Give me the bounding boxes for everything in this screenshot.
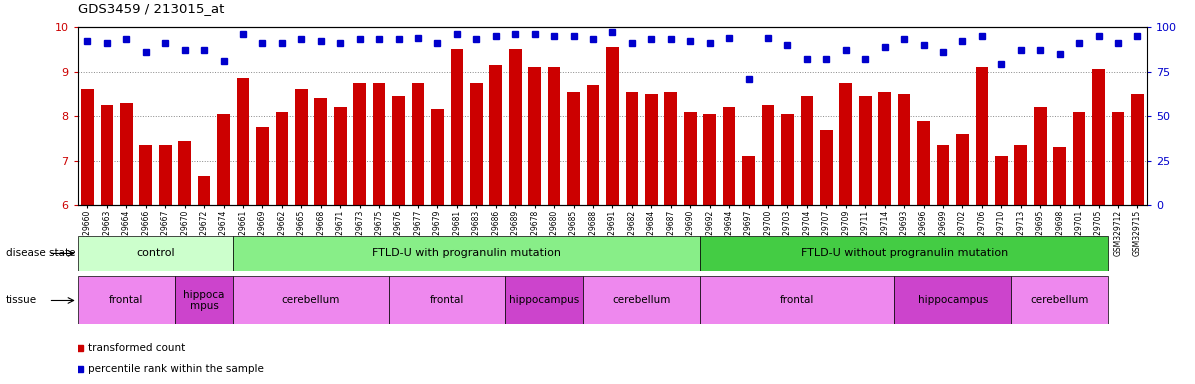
Bar bbox=[894, 276, 1011, 324]
Bar bbox=[392, 96, 405, 205]
Bar bbox=[237, 78, 250, 205]
Text: GDS3459 / 213015_at: GDS3459 / 213015_at bbox=[78, 2, 223, 15]
Bar bbox=[1034, 107, 1047, 205]
Bar bbox=[547, 67, 560, 205]
Bar bbox=[217, 114, 229, 205]
Bar bbox=[81, 89, 93, 205]
Bar bbox=[975, 67, 988, 205]
Bar bbox=[839, 83, 852, 205]
Bar bbox=[233, 276, 388, 324]
Bar bbox=[470, 83, 483, 205]
Bar bbox=[1111, 112, 1124, 205]
Bar bbox=[140, 145, 152, 205]
Bar bbox=[645, 94, 657, 205]
Bar bbox=[451, 49, 464, 205]
Text: frontal: frontal bbox=[430, 295, 465, 306]
Bar bbox=[78, 276, 174, 324]
Text: percentile rank within the sample: percentile rank within the sample bbox=[88, 364, 264, 374]
Bar bbox=[664, 92, 678, 205]
Bar bbox=[782, 114, 793, 205]
Bar bbox=[859, 96, 871, 205]
Bar bbox=[801, 96, 814, 205]
Bar bbox=[1011, 276, 1108, 324]
Bar bbox=[528, 67, 541, 205]
Text: hippoca
mpus: hippoca mpus bbox=[183, 290, 225, 311]
Bar bbox=[897, 94, 911, 205]
Text: cerebellum: cerebellum bbox=[612, 295, 670, 306]
Bar bbox=[1053, 147, 1066, 205]
Bar bbox=[761, 105, 774, 205]
Text: cerebellum: cerebellum bbox=[282, 295, 341, 306]
Bar bbox=[388, 276, 505, 324]
Text: hippocampus: hippocampus bbox=[509, 295, 580, 306]
Text: frontal: frontal bbox=[109, 295, 143, 306]
Bar bbox=[276, 112, 288, 205]
Bar bbox=[373, 83, 386, 205]
Bar bbox=[606, 47, 619, 205]
Bar bbox=[742, 156, 755, 205]
Text: tissue: tissue bbox=[6, 295, 37, 306]
Bar bbox=[509, 49, 521, 205]
Bar bbox=[700, 236, 1108, 271]
Bar bbox=[120, 103, 133, 205]
Text: cerebellum: cerebellum bbox=[1030, 295, 1089, 306]
Text: hippocampus: hippocampus bbox=[918, 295, 988, 306]
Bar bbox=[684, 112, 697, 205]
Text: disease state: disease state bbox=[6, 248, 75, 258]
Bar bbox=[820, 129, 833, 205]
Bar bbox=[918, 121, 930, 205]
Bar bbox=[78, 236, 233, 271]
Bar bbox=[1132, 94, 1144, 205]
Bar bbox=[587, 85, 600, 205]
Bar bbox=[704, 114, 716, 205]
Bar bbox=[1073, 112, 1085, 205]
Bar bbox=[178, 141, 191, 205]
Bar bbox=[700, 276, 894, 324]
Bar bbox=[956, 134, 969, 205]
Bar bbox=[314, 98, 327, 205]
Bar bbox=[625, 92, 638, 205]
Text: FTLD-U with progranulin mutation: FTLD-U with progranulin mutation bbox=[372, 248, 562, 258]
Text: FTLD-U without progranulin mutation: FTLD-U without progranulin mutation bbox=[801, 248, 1007, 258]
Bar bbox=[333, 107, 347, 205]
Bar bbox=[490, 65, 502, 205]
Bar bbox=[256, 127, 269, 205]
Bar bbox=[568, 92, 580, 205]
Bar bbox=[159, 145, 172, 205]
Bar bbox=[100, 105, 114, 205]
Text: transformed count: transformed count bbox=[88, 343, 185, 353]
Bar bbox=[233, 236, 700, 271]
Bar bbox=[431, 109, 443, 205]
Text: frontal: frontal bbox=[780, 295, 814, 306]
Text: control: control bbox=[136, 248, 174, 258]
Bar bbox=[583, 276, 700, 324]
Bar bbox=[505, 276, 583, 324]
Bar bbox=[174, 276, 233, 324]
Bar bbox=[995, 156, 1007, 205]
Bar bbox=[723, 107, 735, 205]
Bar bbox=[1092, 69, 1105, 205]
Bar bbox=[937, 145, 949, 205]
Bar bbox=[354, 83, 366, 205]
Bar bbox=[878, 92, 891, 205]
Bar bbox=[411, 83, 424, 205]
Bar bbox=[295, 89, 307, 205]
Bar bbox=[197, 176, 210, 205]
Bar bbox=[1015, 145, 1028, 205]
